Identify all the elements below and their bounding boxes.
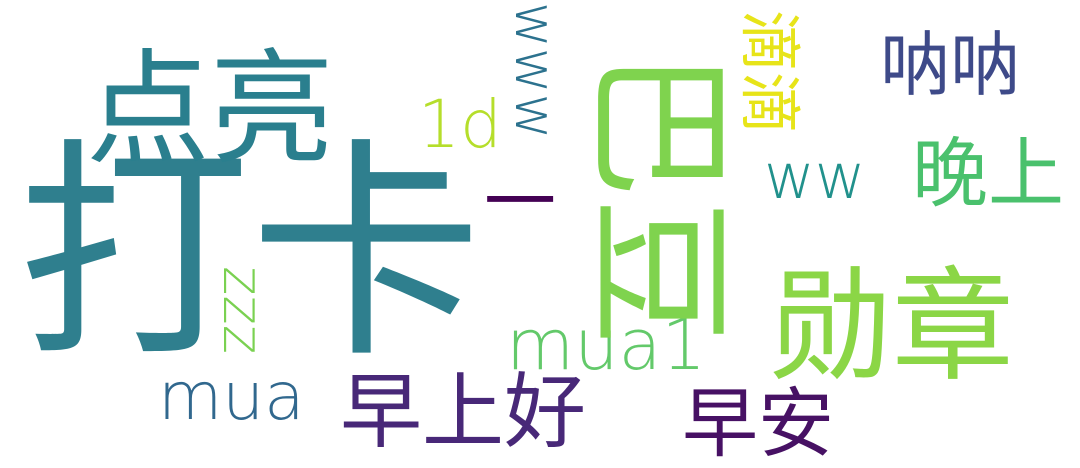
- word-bawang: 巴豆: [572, 50, 744, 346]
- word-www: www: [502, 2, 567, 140]
- word-zzz: zzz: [210, 266, 275, 355]
- word-mua1: mua1: [506, 304, 706, 386]
- word-wanshang: 晚上: [912, 129, 1064, 218]
- word-dianliang: 点亮: [86, 38, 335, 182]
- word-daka: 打卡: [18, 119, 483, 389]
- word-didi: 滴滴: [733, 10, 806, 135]
- word-zaoan: 早安: [682, 379, 834, 468]
- word-nana: 呐呐: [880, 24, 1020, 106]
- word-mua: mua: [158, 358, 305, 435]
- word-yi: 一: [484, 160, 557, 244]
- word-xunzhang: 勋章: [770, 256, 1014, 398]
- word-1d: 1d: [418, 86, 502, 163]
- word-ww: ww: [764, 140, 866, 213]
- word-zaoshanghao: 早上好: [340, 365, 587, 460]
